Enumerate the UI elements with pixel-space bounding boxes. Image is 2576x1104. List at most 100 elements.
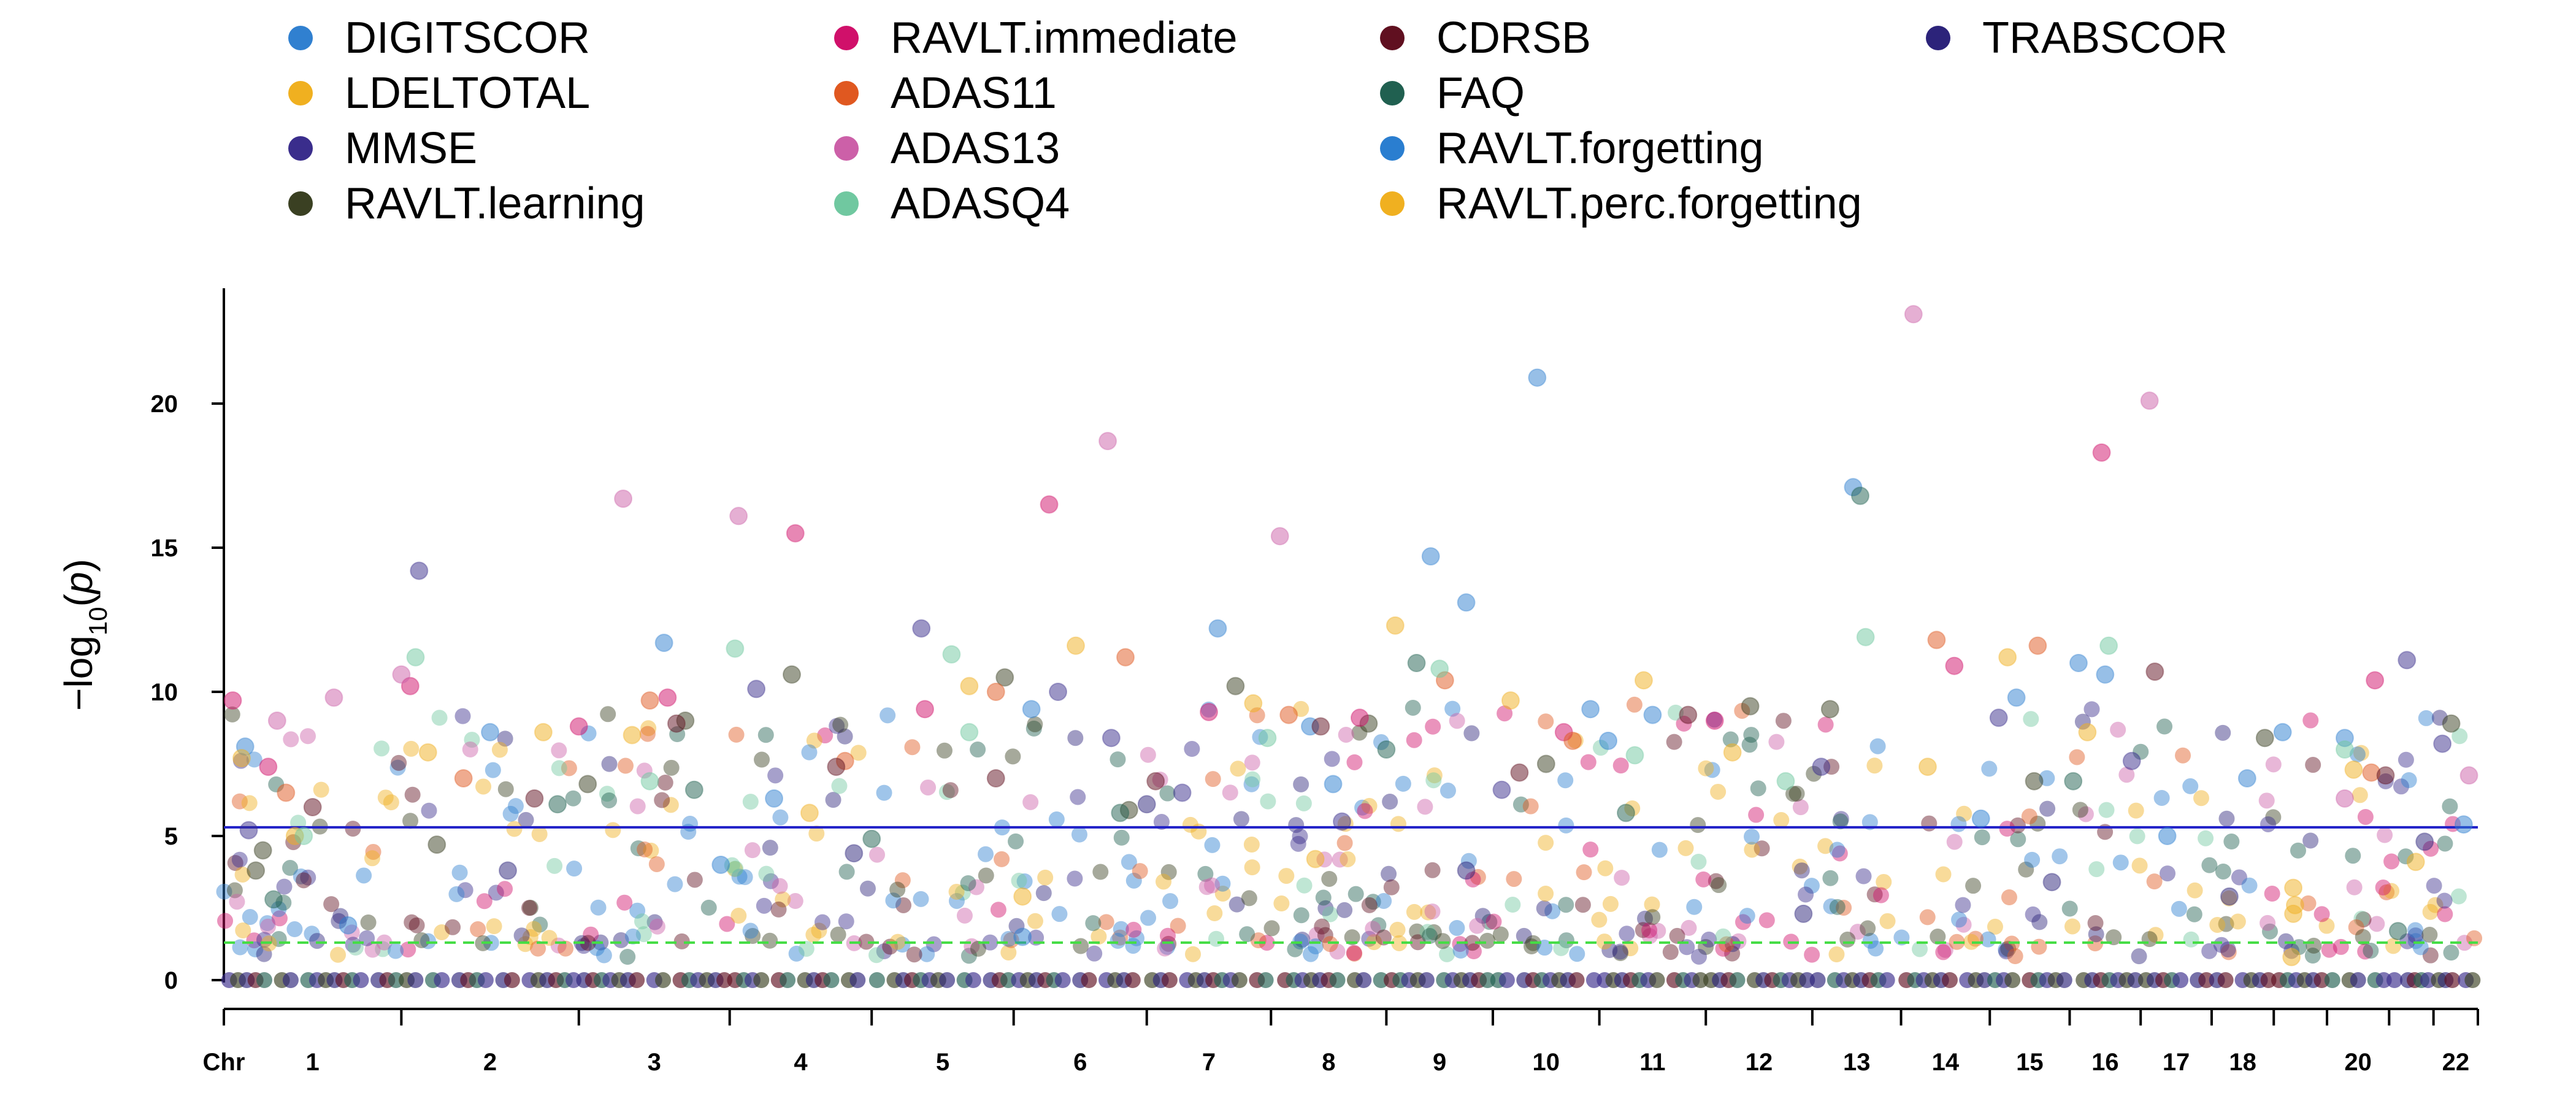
background-point (2001, 889, 2017, 905)
background-point (1981, 761, 1998, 777)
series-ldeltotal (232, 616, 2425, 872)
legend-marker (288, 191, 313, 216)
background-point (798, 940, 815, 957)
data-point (548, 795, 567, 814)
background-point (2346, 879, 2363, 895)
background-point (445, 919, 461, 935)
background-point (663, 759, 680, 776)
background-point (1741, 737, 1758, 753)
background-point (756, 897, 772, 914)
background-point (2426, 878, 2442, 894)
background-point (1214, 885, 1231, 902)
data-point (2140, 391, 2159, 410)
background-point (1937, 941, 1953, 958)
background-point (486, 918, 502, 935)
data-point (2158, 827, 2177, 845)
background-point (1322, 906, 1338, 922)
chromosome-label: 6 (1073, 1049, 1087, 1076)
baseline-point (2464, 972, 2481, 988)
background-point (1804, 946, 1820, 963)
data-point (427, 835, 447, 854)
background-point (1336, 835, 1353, 851)
data-point (2025, 772, 2044, 791)
background-point (374, 740, 390, 757)
background-point (762, 932, 778, 949)
data-point (1528, 368, 1547, 387)
background-point (1965, 878, 1982, 894)
baseline-point (1231, 972, 1248, 988)
background-point (1695, 871, 1712, 887)
background-point (1849, 924, 1866, 940)
background-point (889, 933, 906, 950)
background-point (1912, 941, 1928, 957)
y-axis-label: −log10(p) (56, 559, 112, 711)
background-point (613, 932, 629, 948)
legend-marker (288, 136, 313, 161)
background-point (787, 893, 803, 910)
baseline-point (753, 972, 770, 988)
background-point (1950, 816, 1967, 832)
background-point (1170, 918, 1186, 934)
chromosome-label: 10 (1533, 1049, 1560, 1076)
background-point (1715, 940, 1731, 957)
background-point (1492, 926, 1509, 943)
data-point (1581, 700, 1600, 719)
background-point (2182, 778, 2199, 794)
data-point (498, 861, 517, 880)
data-point (339, 916, 358, 935)
background-point (1730, 933, 1747, 949)
background-point (978, 846, 994, 862)
chromosome-label: 17 (2163, 1049, 2190, 1076)
background-point (1016, 873, 1033, 889)
background-point (948, 883, 965, 900)
background-point (1710, 783, 1727, 800)
background-point (1332, 851, 1348, 868)
data-point (406, 648, 425, 667)
background-point (904, 739, 921, 756)
background-point (601, 792, 618, 808)
background-point (894, 937, 911, 953)
background-point (1295, 795, 1312, 811)
data-point (1643, 705, 1662, 724)
background-point (590, 899, 607, 916)
background-point (1085, 915, 1102, 932)
background-point (1998, 943, 2015, 960)
data-point (1324, 775, 1343, 794)
baseline-point (2350, 972, 2366, 988)
chromosome-label: 2 (483, 1049, 497, 1076)
baseline-point (1498, 972, 1515, 988)
background-point (256, 946, 272, 962)
background-point (919, 946, 935, 962)
background-point (1110, 933, 1126, 949)
background-point (2260, 914, 2276, 931)
background-point (2437, 906, 2453, 922)
data-point (1040, 495, 1059, 514)
background-point (1184, 741, 1200, 757)
data-point (1457, 861, 1476, 880)
background-point (1303, 946, 1319, 962)
y-tick-label: 20 (151, 391, 178, 418)
background-point (700, 899, 717, 916)
data-point (995, 668, 1014, 687)
background-point (2348, 919, 2364, 935)
background-point (1836, 899, 1852, 916)
background-point (1140, 910, 1157, 926)
background-point (2131, 857, 2148, 874)
data-point (1856, 627, 1875, 646)
baseline-point (434, 972, 450, 988)
background-point (1635, 922, 1651, 938)
series-ravlt-immediate (223, 443, 2385, 776)
background-point (960, 875, 976, 891)
background-point (1244, 771, 1261, 788)
background-point (990, 902, 1006, 918)
background-point (2450, 888, 2467, 905)
data-point (1244, 694, 1263, 713)
background-point (1308, 927, 1325, 943)
background-point (1601, 942, 1618, 959)
baseline-point (1124, 972, 1141, 988)
background-point (1160, 927, 1176, 944)
background-point (2031, 914, 2048, 930)
data-point (418, 743, 437, 762)
background-point (1963, 933, 1980, 950)
background-point (1823, 898, 1839, 914)
